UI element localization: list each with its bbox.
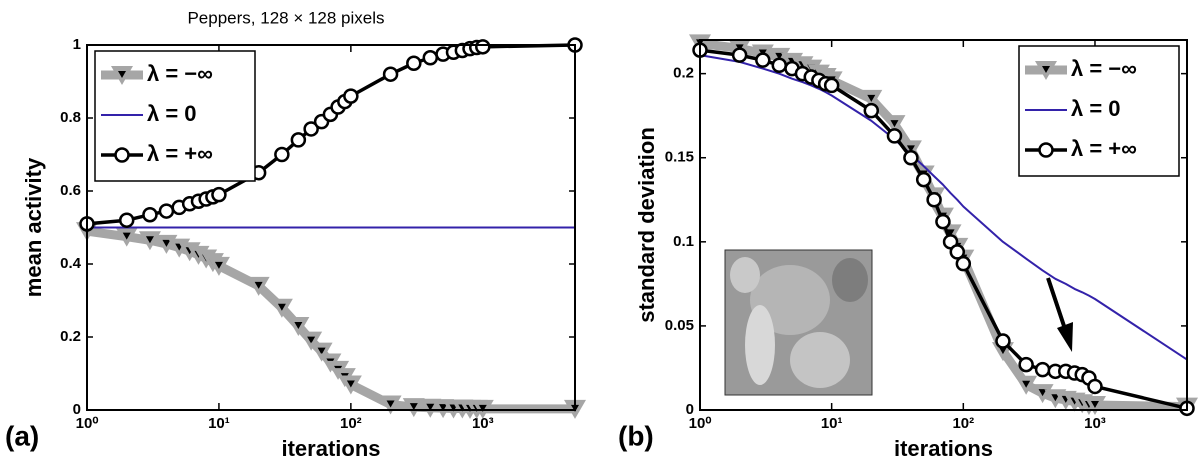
marker — [476, 40, 489, 53]
marker — [1040, 144, 1053, 157]
marker — [1088, 380, 1101, 393]
y-tick-label: 0.05 — [665, 317, 694, 334]
legend-label: λ = −∞ — [1071, 56, 1137, 81]
marker — [212, 188, 225, 201]
legend-label: λ = +∞ — [147, 141, 213, 166]
marker — [756, 54, 769, 67]
y-tick-label: 0.1 — [673, 233, 694, 250]
marker — [384, 68, 397, 81]
legend-label: λ = 0 — [147, 101, 197, 126]
marker — [292, 133, 305, 146]
legend-label: λ = −∞ — [147, 61, 213, 86]
marker — [1020, 358, 1033, 371]
marker — [116, 149, 129, 162]
marker — [120, 214, 133, 227]
legend: λ = −∞ λ = 0 λ = +∞ — [95, 51, 255, 181]
figure: 00.20.40.60.8110⁰10¹10²10³Peppers, 128 ×… — [0, 0, 1204, 473]
x-tick-label: 10¹ — [208, 415, 230, 432]
marker — [275, 148, 288, 161]
y-axis-label: mean activity — [21, 157, 46, 297]
y-tick-label: 1 — [73, 36, 81, 53]
marker — [143, 208, 156, 221]
marker — [407, 57, 420, 70]
marker — [888, 129, 901, 142]
x-tick-label: 10² — [952, 415, 974, 432]
y-tick-label: 0.8 — [60, 109, 81, 126]
marker — [865, 104, 878, 117]
inset-image — [725, 250, 872, 395]
marker — [424, 51, 437, 64]
marker — [1036, 363, 1049, 376]
legend-label: λ = 0 — [1071, 96, 1121, 121]
panel-label: (a) — [5, 420, 39, 451]
marker — [160, 205, 173, 218]
marker — [996, 335, 1009, 348]
marker — [928, 193, 941, 206]
x-tick-label: 10² — [340, 415, 362, 432]
x-tick-label: 10¹ — [821, 415, 843, 432]
legend: λ = −∞ λ = 0 λ = +∞ — [1019, 46, 1179, 176]
y-tick-label: 0.15 — [665, 149, 694, 166]
y-tick-label: 0.4 — [60, 255, 82, 272]
chart-title: Peppers, 128 × 128 pixels — [187, 8, 384, 27]
panel-label: (b) — [618, 420, 654, 451]
x-tick-label: 10⁰ — [689, 415, 712, 432]
marker — [904, 151, 917, 164]
y-axis-label: standard deviation — [634, 127, 659, 323]
marker — [825, 79, 838, 92]
y-tick-label: 0.6 — [60, 182, 81, 199]
marker — [344, 90, 357, 103]
marker — [957, 257, 970, 270]
x-tick-label: 10³ — [1084, 415, 1106, 432]
x-tick-label: 10⁰ — [76, 415, 99, 432]
x-axis-label: iterations — [281, 436, 380, 461]
marker — [733, 49, 746, 62]
marker — [773, 59, 786, 72]
marker — [917, 173, 930, 186]
legend-label: λ = +∞ — [1071, 136, 1137, 161]
marker — [936, 215, 949, 228]
y-tick-label: 0.2 — [60, 328, 81, 345]
x-axis-label: iterations — [894, 436, 993, 461]
y-tick-label: 0.2 — [673, 65, 694, 82]
